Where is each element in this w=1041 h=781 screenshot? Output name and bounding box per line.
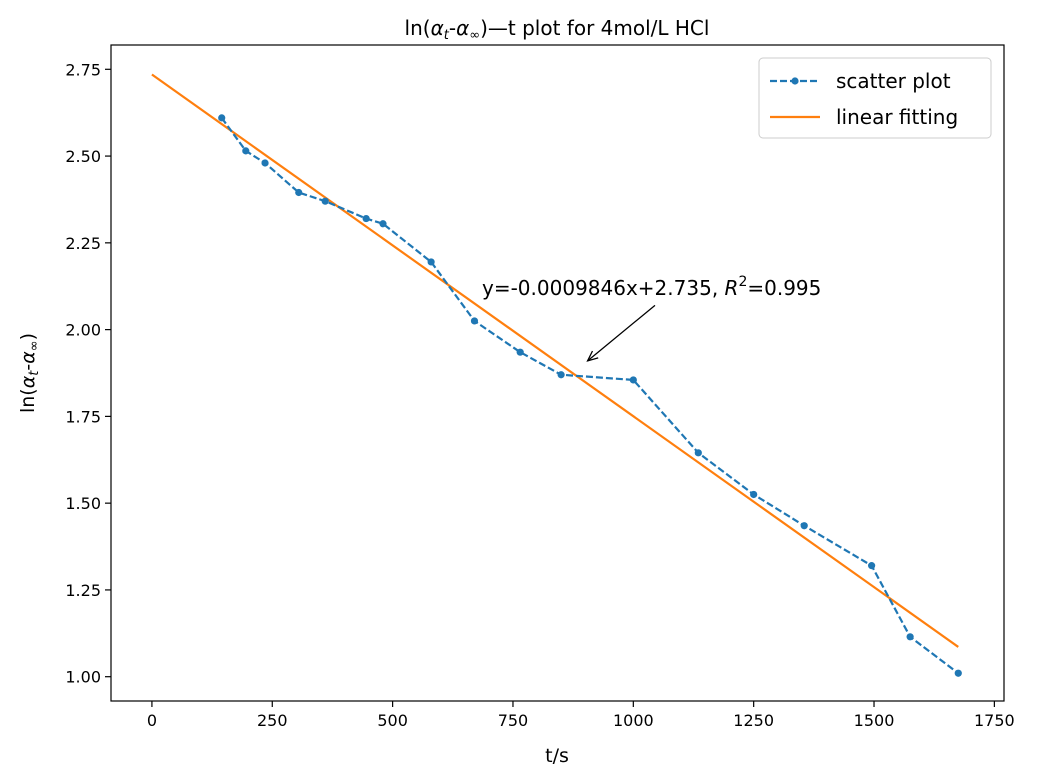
fit-line-layer [151, 73, 959, 648]
scatter-point [906, 633, 914, 641]
chart-title: ln(αt-α∞)—t plot for 4mol/L HCl [405, 16, 710, 43]
scatter-point [295, 188, 303, 197]
scatter-point [557, 371, 565, 379]
x-tick-label: 1250 [733, 711, 774, 730]
x-axis-label: t/s [545, 745, 569, 767]
scatter-point [261, 159, 269, 167]
scatter-point [954, 669, 962, 677]
y-tick-label: 2.00 [65, 321, 101, 340]
y-axis: 1.00 1.25 1.50 1.75 2.00 2.25 2.50 2.75 [65, 60, 111, 687]
y-tick-label: 1.50 [65, 494, 101, 513]
x-axis: 0 250 500 750 1000 1250 1500 1750 [147, 701, 1015, 730]
scatter-point [218, 114, 226, 122]
annotation-arrowhead [586, 350, 599, 362]
y-tick-label: 1.75 [65, 407, 101, 426]
scatter-point [694, 449, 702, 457]
legend-fit-label: linear fitting [836, 105, 958, 129]
x-tick-label: 250 [257, 711, 288, 730]
y-tick-label: 1.00 [65, 668, 101, 687]
y-tick-label: 2.25 [65, 234, 101, 253]
scatter-point [750, 490, 758, 499]
y-tick-label: 2.75 [65, 60, 101, 79]
fit-annotation: y=-0.0009846x+2.735, R2=0.995 [482, 274, 821, 362]
fit-line [151, 73, 959, 648]
scatter-series-layer [218, 114, 962, 677]
x-tick-label: 750 [498, 711, 529, 730]
scatter-point [379, 220, 387, 228]
x-tick-label: 500 [377, 711, 408, 730]
x-tick-label: 1000 [613, 711, 654, 730]
y-axis-label: ln(αt-α∞) [17, 333, 42, 413]
scatter-point [470, 317, 479, 325]
x-tick-label: 0 [147, 711, 157, 730]
scatter-point [242, 147, 250, 155]
annotation-arrow [587, 304, 656, 362]
legend-scatter-marker [791, 77, 799, 85]
legend-scatter-label: scatter plot [836, 69, 951, 93]
scatter-point [362, 214, 370, 223]
scatter-point [800, 522, 808, 530]
legend: scatter plot linear fitting [758, 57, 992, 139]
y-tick-label: 2.50 [65, 147, 101, 166]
y-tick-label: 1.25 [65, 581, 101, 600]
scatter-point [516, 348, 524, 356]
x-tick-label: 1500 [854, 711, 895, 730]
scatter-point [868, 562, 876, 570]
annotation-text: y=-0.0009846x+2.735, R2=0.995 [482, 274, 821, 300]
x-tick-label: 1750 [974, 711, 1015, 730]
scatter-line [220, 117, 959, 675]
plot-frame [110, 44, 1005, 702]
scatter-point [321, 197, 329, 205]
scatter-point [629, 376, 637, 384]
scatter-point [427, 258, 435, 266]
